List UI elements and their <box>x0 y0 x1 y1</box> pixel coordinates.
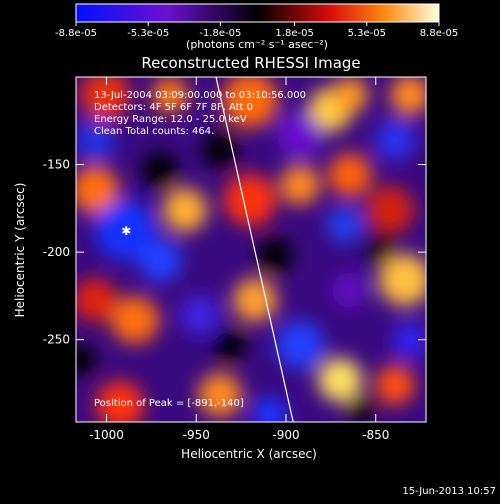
y-tick-label: -250 <box>43 333 70 347</box>
heatmap-blob <box>366 186 414 234</box>
annotation-line: Clean Total counts: 464. <box>94 126 214 137</box>
y-axis-label: Heliocentric Y (arcsec) <box>13 183 27 318</box>
heatmap-blob <box>233 278 277 322</box>
y-tick-label: -200 <box>43 245 70 259</box>
y-tick-label: -150 <box>43 158 70 172</box>
heatmap-blob <box>76 166 119 214</box>
colorbar-tick-label: 8.8e-05 <box>420 28 458 39</box>
plot-frame <box>75 76 427 423</box>
colorbar-tick-label: -1.8e-05 <box>199 28 241 39</box>
heatmap-blob <box>76 120 115 160</box>
heatmap-blob <box>224 174 276 226</box>
annotation-block: 13-Jul-2004 03:09:00.000 to 03:10:56.000… <box>94 90 306 137</box>
colorbar-unit-label: (photons cm⁻² s⁻¹ asec⁻²) <box>186 38 328 51</box>
heatmap-blob <box>375 365 415 405</box>
heatmap-blob <box>328 153 372 197</box>
colorbar-ticks <box>75 22 440 26</box>
heatmap-blob <box>390 77 426 115</box>
heatmap-blob <box>222 77 278 128</box>
heatmap-blob <box>278 113 322 157</box>
colorbar <box>75 3 440 23</box>
heatmap-blob <box>180 295 220 335</box>
heatmap-blob <box>379 254 426 306</box>
heatmap-blob <box>138 238 182 282</box>
y-axis-tick-labels: -150 -200 -250 <box>43 158 70 347</box>
heatmap-blob <box>163 188 207 232</box>
chart-title: Reconstructed RHESSI Image <box>141 54 360 72</box>
peak-marker: ✱ <box>121 224 131 238</box>
heatmap-blob <box>202 132 238 168</box>
heatmap-blob <box>366 236 394 264</box>
colorbar-tick-label: 5.3e-05 <box>348 28 386 39</box>
heatmap-image <box>76 77 426 422</box>
heatmap-blob <box>80 77 130 120</box>
x-tick-label: -900 <box>272 428 299 442</box>
x-tick-label: -1000 <box>89 428 124 442</box>
heatmap-blob <box>76 344 96 376</box>
colorbar-tick-label: -8.8e-05 <box>55 28 97 39</box>
y-axis-ticks <box>76 164 426 341</box>
x-axis-label: Heliocentric X (arcsec) <box>181 447 317 461</box>
heatmap-blob <box>332 272 368 308</box>
limb-line <box>215 76 294 423</box>
x-axis-ticks <box>106 77 377 422</box>
heatmap-blob <box>142 152 178 188</box>
heatmap-blob <box>375 120 415 160</box>
heatmap-blob <box>280 165 320 205</box>
colorbar-tick-labels: -8.8e-05 -5.3e-05 -1.8e-05 1.8e-05 5.3e-05 8.… <box>55 28 458 39</box>
heatmap-blob <box>76 278 117 322</box>
heatmap-blob <box>252 397 288 422</box>
annotation-line: Detectors: 4F 5F 6F 7F 8F, Att 0 <box>94 102 253 113</box>
heatmap-blob <box>276 321 324 369</box>
heatmap-blob <box>214 329 246 361</box>
heatmap-blob <box>96 381 144 422</box>
heatmap-blob <box>327 207 363 243</box>
annotation-line: Energy Range: 12.0 - 25.0 keV <box>94 114 247 125</box>
heatmap-blob <box>198 373 242 417</box>
heatmap-blob <box>346 396 374 422</box>
timestamp: 15-Jun-2013 10:57 <box>402 486 496 497</box>
x-tick-label: -850 <box>362 428 389 442</box>
heatmap-blob <box>95 200 155 260</box>
heatmap-blob <box>332 77 368 113</box>
colorbar-tick-label: 1.8e-05 <box>275 28 313 39</box>
annotation-line: 13-Jul-2004 03:09:00.000 to 03:10:56.000 <box>94 90 306 101</box>
colorbar-tick-label: -5.3e-05 <box>127 28 169 39</box>
heatmap-blob <box>152 77 188 113</box>
peak-position-label: Position of Peak = [-891,-140] <box>94 398 244 409</box>
heatmap-blob <box>318 358 362 402</box>
x-tick-label: -950 <box>183 428 210 442</box>
heatmap-blob <box>392 322 426 358</box>
heatmap-blob <box>111 296 159 344</box>
heatmap-blob <box>257 237 293 273</box>
x-axis-tick-labels: -1000 -950 -900 -850 <box>89 428 389 442</box>
